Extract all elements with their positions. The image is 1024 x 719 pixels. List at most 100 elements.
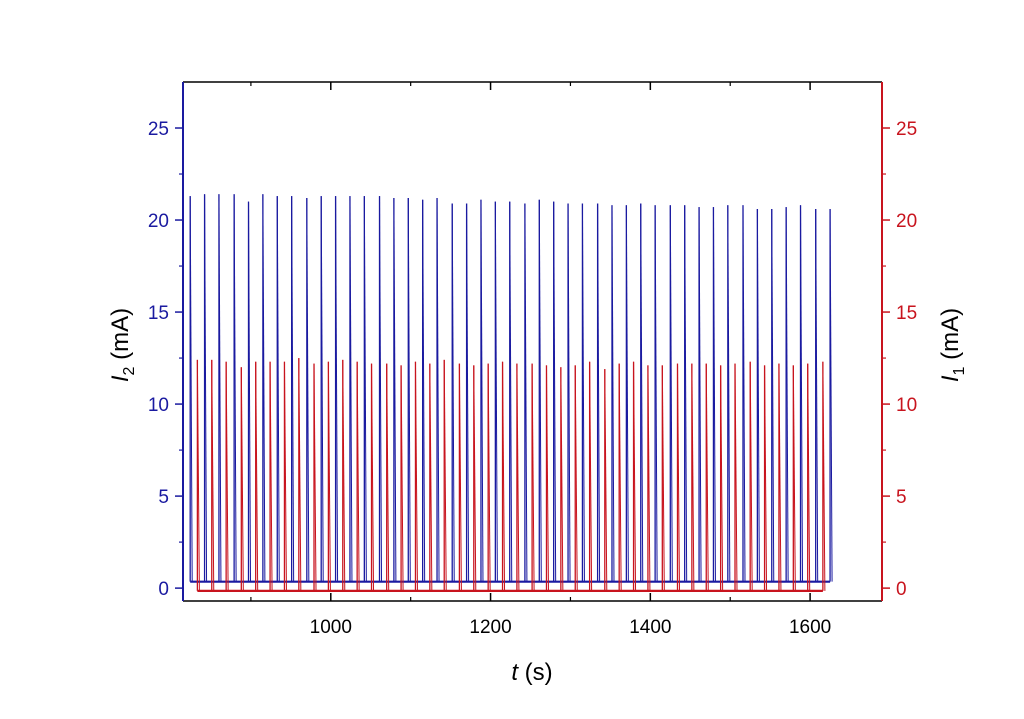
left-y-axis-title-var: I: [107, 375, 134, 382]
left-y-axis-title-unit: (mA): [107, 308, 134, 367]
spike-decay: [363, 196, 367, 582]
spike-decay: [204, 194, 208, 582]
spike-decay: [196, 359, 200, 591]
spike-decay: [669, 205, 673, 582]
right-y-axis-title-unit: (mA): [937, 308, 964, 367]
right-y-tick-label: 25: [896, 119, 917, 140]
spike-decay: [436, 197, 440, 582]
x-tick-label: 1000: [310, 617, 352, 638]
spike-decay: [502, 361, 506, 591]
spike-decay: [792, 365, 796, 591]
spike-decay: [581, 203, 585, 582]
spike-decay: [756, 208, 760, 582]
spike-decay: [684, 205, 688, 582]
spike-decay: [538, 199, 542, 582]
spike-decay: [815, 208, 819, 582]
spike-decay: [480, 199, 484, 582]
spike-decay: [567, 203, 571, 582]
spike-decay: [276, 196, 280, 582]
x-axis-title-var: t: [511, 659, 519, 686]
spike-decay: [400, 365, 404, 591]
spike-decay: [676, 363, 680, 591]
spike-decay: [691, 363, 695, 591]
right-y-axis-title-var: I: [937, 375, 964, 382]
left-y-tick-label: 25: [148, 119, 169, 140]
spike-decay: [625, 205, 629, 582]
spike-decay: [327, 361, 331, 591]
x-tick-label: 1200: [469, 617, 511, 638]
spike-decay: [553, 201, 557, 582]
spike-decay: [633, 361, 637, 591]
spike-decay: [487, 363, 491, 591]
spike-decay: [524, 203, 528, 582]
series-1: [189, 194, 833, 583]
spike-decay: [509, 201, 513, 582]
spike-decay: [306, 197, 310, 582]
spike-decay: [771, 208, 775, 582]
spike-decay: [443, 359, 447, 591]
spike-decay: [429, 363, 433, 591]
spike-decay: [255, 361, 259, 591]
spike-decay: [727, 205, 731, 582]
spike-decay: [262, 194, 266, 582]
x-axis-title: t (s): [511, 659, 552, 686]
right-y-axis-title-sub: 1: [951, 366, 968, 375]
spike-decay: [320, 196, 324, 582]
right-y-tick-label: 5: [896, 487, 907, 508]
spike-decay: [720, 365, 724, 591]
left-y-tick-label: 15: [148, 303, 169, 324]
spike-decay: [531, 363, 535, 591]
spike-decay: [785, 207, 789, 582]
spike-decay: [640, 203, 644, 582]
spike-decay: [611, 205, 615, 582]
spike-decay: [189, 196, 193, 582]
spike-decay: [494, 201, 498, 582]
left-y-tick-label: 0: [158, 579, 169, 600]
spike-decay: [589, 361, 593, 591]
spike-decay: [764, 365, 768, 591]
spike-decay: [712, 207, 716, 582]
spike-decay: [698, 207, 702, 582]
series-layer: [189, 194, 833, 592]
spike-decay: [240, 367, 244, 591]
x-axis-title-unit: (s): [518, 659, 553, 686]
spike-decay: [225, 361, 229, 591]
spike-decay: [233, 194, 237, 582]
spike-decay: [211, 359, 215, 591]
spike-decay: [829, 208, 833, 582]
ticks-layer: 1000 1200 1400 1600 0 5 10 15 20 25 0 5 10 15 20 25: [148, 82, 917, 638]
spike-decay: [422, 199, 426, 582]
left-y-tick-label: 10: [148, 395, 169, 416]
left-y-axis-title: I2 (mA): [107, 308, 138, 382]
left-y-axis-title-sub: 2: [121, 366, 138, 375]
right-y-tick-label: 0: [896, 579, 907, 600]
spike-decay: [335, 196, 339, 582]
right-y-tick-label: 15: [896, 303, 917, 324]
spike-decay: [822, 361, 826, 591]
right-y-tick-label: 10: [896, 395, 917, 416]
spike-decay: [749, 361, 753, 591]
spike-decay: [560, 367, 564, 591]
spike-decay: [647, 365, 651, 591]
left-y-tick-label: 20: [148, 211, 169, 232]
spike-decay: [574, 365, 578, 591]
spike-decay: [342, 359, 346, 591]
spike-decay: [458, 363, 462, 591]
spike-decay: [451, 203, 455, 582]
spike-decay: [291, 196, 295, 582]
spike-decay: [597, 203, 601, 582]
spike-decay: [379, 196, 383, 582]
spike-decay: [800, 205, 804, 582]
axes-layer: [182, 81, 883, 602]
left-y-tick-label: 5: [158, 487, 169, 508]
series-2: [196, 358, 826, 592]
spike-decay: [654, 205, 658, 582]
spike-decay: [313, 363, 317, 591]
spike-decay: [393, 197, 397, 582]
x-tick-label: 1400: [629, 617, 671, 638]
spike-decay: [269, 361, 273, 591]
spike-decay: [371, 363, 375, 591]
spike-decay: [407, 197, 411, 582]
spike-decay: [545, 365, 549, 591]
